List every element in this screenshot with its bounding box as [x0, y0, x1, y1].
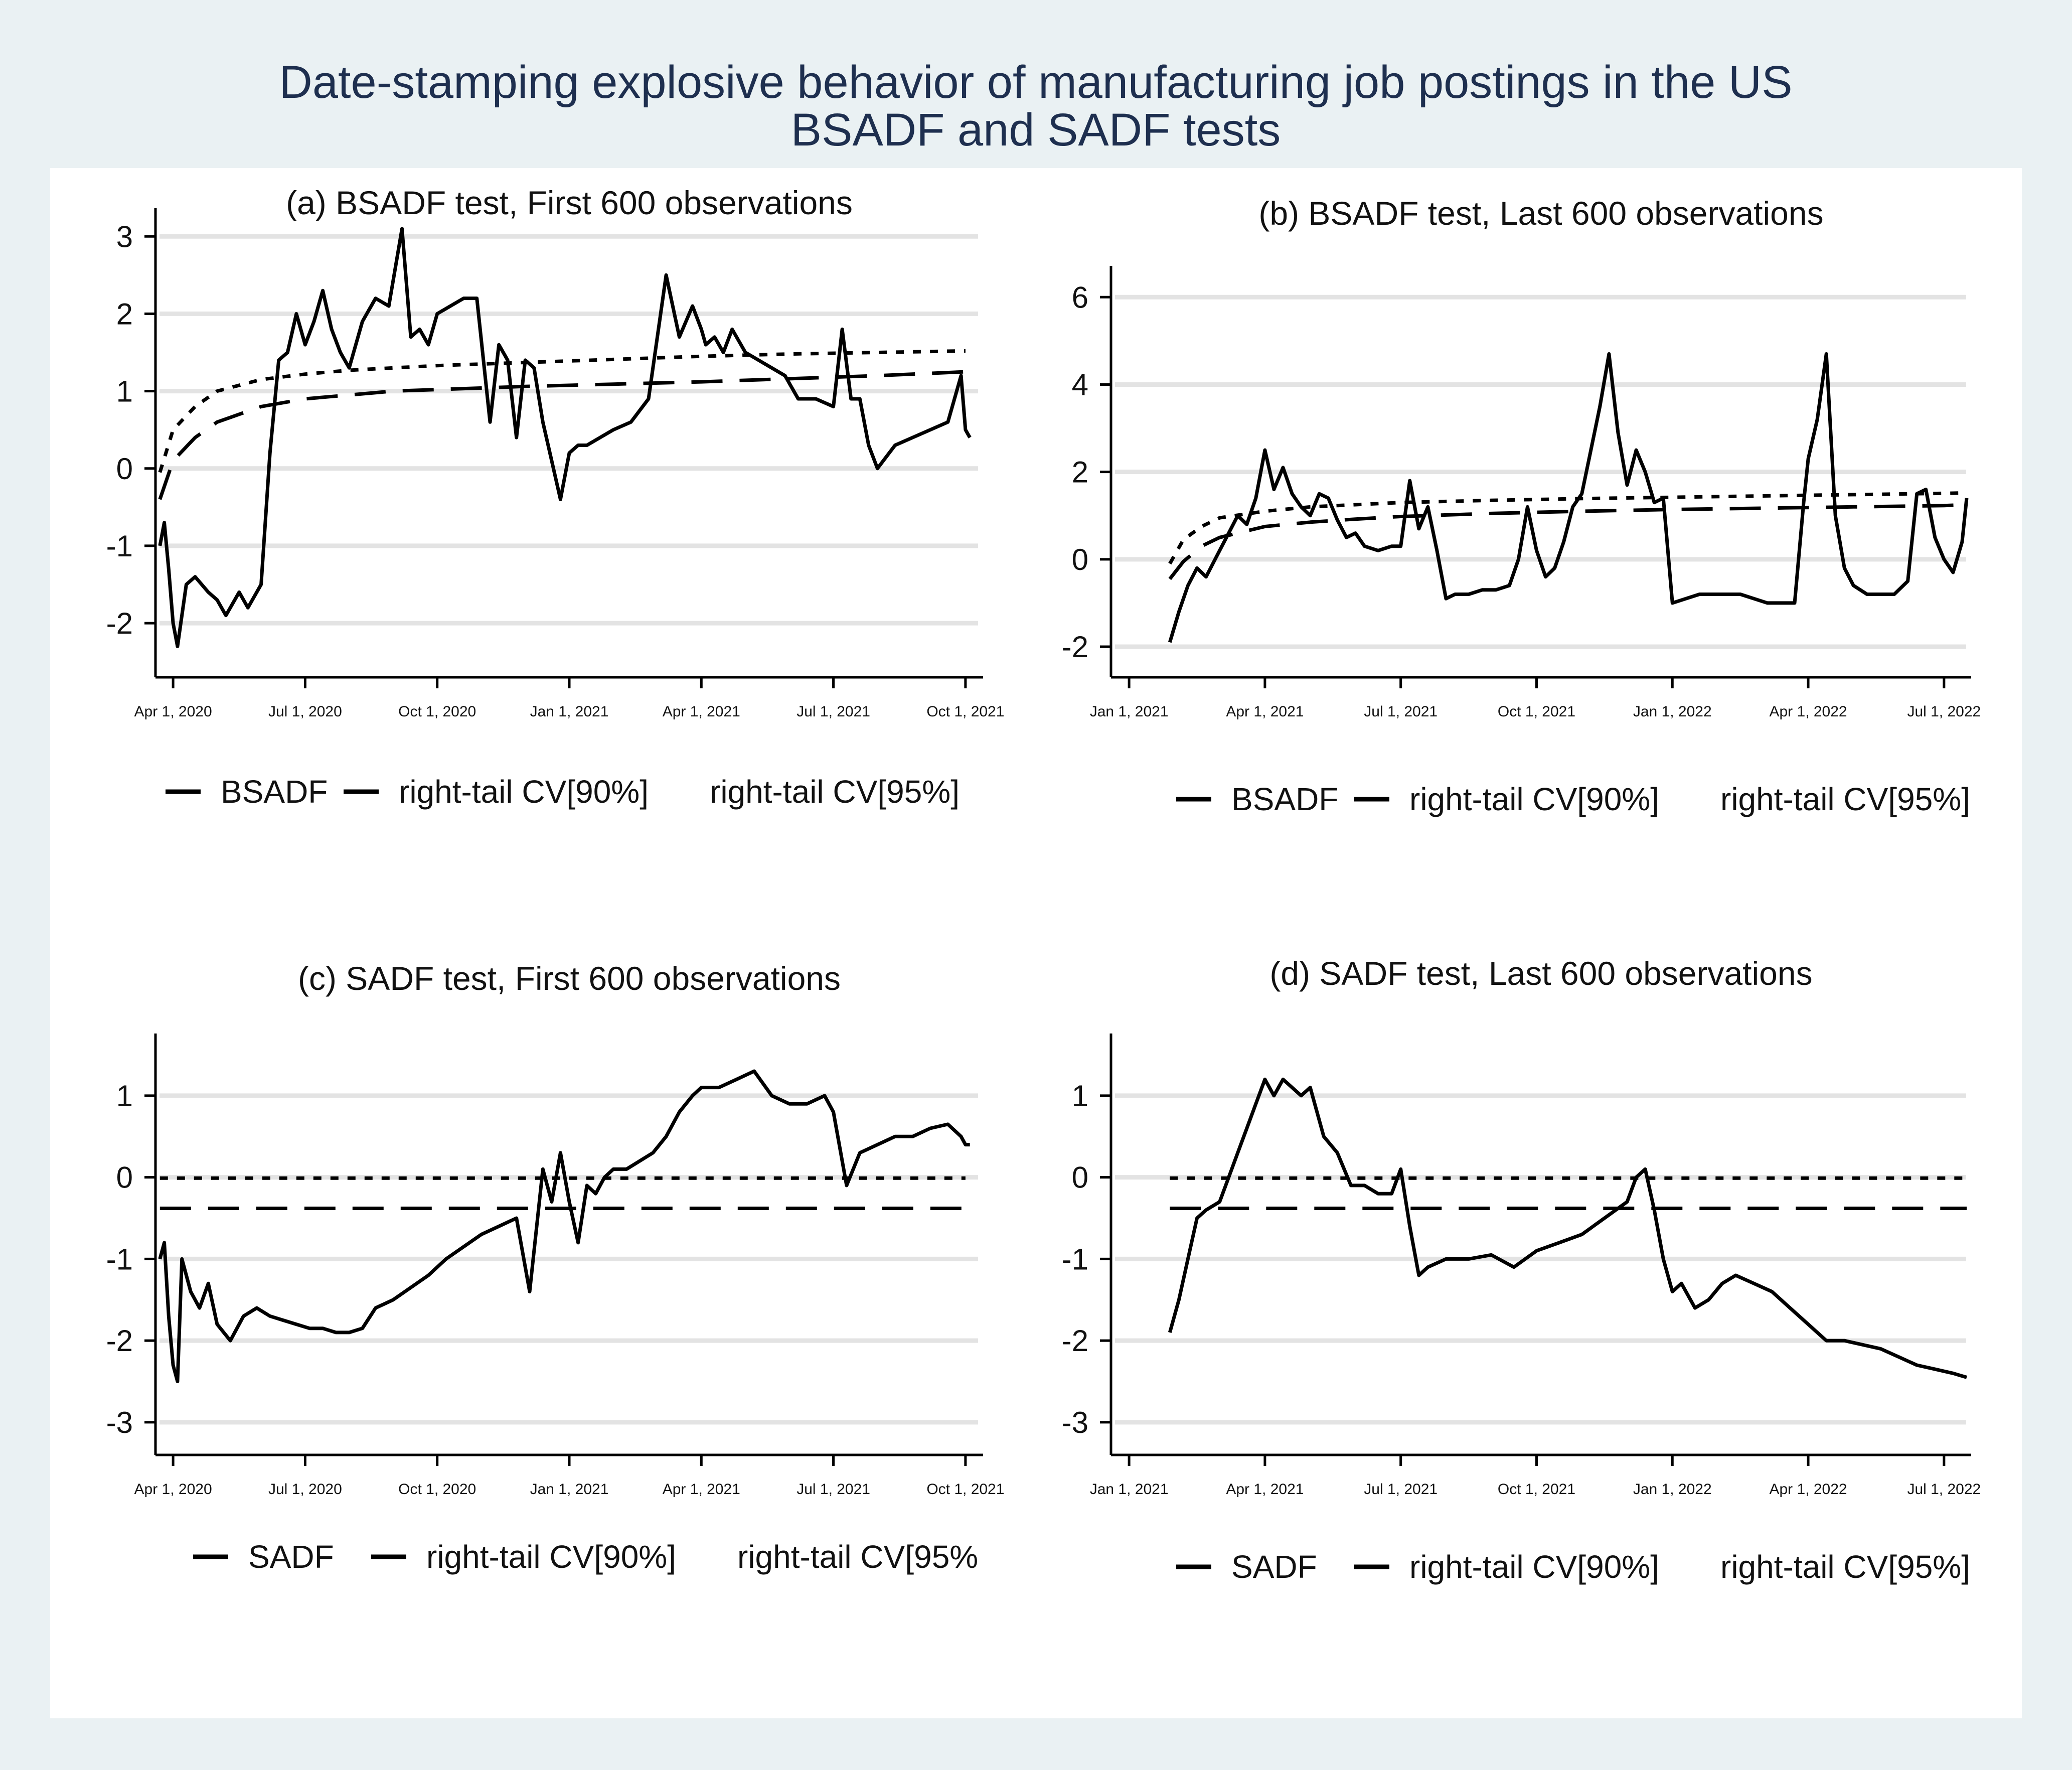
panel-title: (a) BSADF test, First 600 observations — [286, 184, 853, 221]
figure-title-line2: BSADF and SADF tests — [791, 104, 1281, 156]
legend-label: right-tail CV[95%] — [710, 774, 960, 810]
x-tick-label: Jan 1, 2022 — [1633, 1481, 1712, 1498]
y-tick-label: -2 — [106, 1324, 133, 1358]
y-tick-label: -1 — [106, 1242, 133, 1276]
x-tick-label: Oct 1, 2021 — [1498, 1481, 1575, 1498]
x-tick-label: Oct 1, 2021 — [1498, 703, 1575, 720]
x-tick-label: Jan 1, 2021 — [1090, 1481, 1169, 1498]
x-tick-label: Apr 1, 2022 — [1769, 703, 1847, 720]
x-tick-label: Jul 1, 2021 — [1364, 703, 1438, 720]
panel-b: (b) BSADF test, Last 600 observations -2 0… — [1062, 195, 1981, 817]
x-tick-label: Oct 1, 2021 — [926, 1481, 1004, 1498]
panel-c: (c) SADF test, First 600 observations -3 -… — [106, 960, 1005, 1575]
x-tick-label: Jul 1, 2022 — [1907, 703, 1981, 720]
legend: SADF right-tail CV[90%] right-tail CV[95% — [193, 1539, 978, 1575]
x-tick-label: Jul 1, 2020 — [268, 1481, 342, 1498]
x-tick-label: Apr 1, 2021 — [1226, 1481, 1304, 1498]
series-line-sadf — [1168, 1077, 1968, 1379]
x-tick-label: Jul 1, 2022 — [1907, 1481, 1981, 1498]
panel-title: (b) BSADF test, Last 600 observations — [1258, 195, 1823, 232]
x-tick-label: Apr 1, 2021 — [663, 1481, 740, 1498]
x-tick-label: Apr 1, 2022 — [1769, 1481, 1847, 1498]
legend-label: right-tail CV[95%] — [1720, 781, 1970, 817]
y-tick-label: 2 — [116, 297, 133, 331]
x-tick-label: Jul 1, 2021 — [796, 1481, 870, 1498]
y-tick-label: 1 — [116, 375, 133, 408]
x-tick-label: Jul 1, 2020 — [268, 703, 342, 720]
y-tick-label: -3 — [106, 1406, 133, 1439]
x-tick-label: Apr 1, 2020 — [134, 1481, 212, 1498]
series-line-right-tail-cv-90 — [158, 370, 966, 500]
series-line-sadf — [158, 1069, 970, 1383]
y-tick-label: 1 — [1072, 1079, 1088, 1113]
y-tick-label: 0 — [1072, 543, 1088, 576]
y-tick-label: 1 — [116, 1079, 133, 1113]
y-tick-label: 0 — [116, 1161, 133, 1195]
chart-panels: (a) BSADF test, First 600 observations -2… — [106, 184, 1981, 1585]
x-tick-label: Oct 1, 2021 — [926, 703, 1004, 720]
y-tick-label: -3 — [1062, 1406, 1088, 1439]
panel-title: (d) SADF test, Last 600 observations — [1269, 955, 1812, 992]
legend-label: right-tail CV[90%] — [1409, 1549, 1659, 1585]
legend: SADF right-tail CV[90%] right-tail CV[95%] — [1176, 1549, 1970, 1585]
y-tick-label: 4 — [1072, 368, 1088, 401]
figure-title-line1: Date-stamping explosive behavior of manu… — [279, 57, 1792, 108]
y-tick-label: 0 — [116, 452, 133, 486]
legend-label: right-tail CV[90%] — [1409, 781, 1659, 817]
legend: BSADF right-tail CV[90%] right-tail CV[95%… — [1176, 781, 1970, 817]
y-tick-label: -1 — [106, 529, 133, 563]
series-line-right-tail-cv-95 — [158, 349, 966, 473]
y-tick-label: -2 — [106, 607, 133, 640]
series-line-right-tail-cv-95 — [1168, 491, 1967, 565]
y-tick-label: 3 — [116, 220, 133, 253]
y-tick-label: 6 — [1072, 280, 1088, 314]
legend-label: BSADF — [221, 774, 328, 810]
x-tick-label: Jan 1, 2021 — [1090, 703, 1169, 720]
y-tick-label: 0 — [1072, 1161, 1088, 1195]
x-tick-label: Jul 1, 2021 — [1364, 1481, 1438, 1498]
y-tick-label: -2 — [1062, 1324, 1088, 1358]
x-tick-label: Jan 1, 2021 — [530, 703, 609, 720]
x-tick-label: Apr 1, 2021 — [663, 703, 740, 720]
legend-label: SADF — [1231, 1549, 1317, 1585]
y-tick-label: -2 — [1062, 630, 1088, 664]
legend-label: SADF — [248, 1539, 334, 1575]
legend-label: right-tail CV[95%] — [1720, 1549, 1970, 1585]
legend-label: right-tail CV[90%] — [426, 1539, 676, 1575]
series-line-right-tail-cv-90 — [1168, 503, 1967, 580]
x-tick-label: Jan 1, 2022 — [1633, 703, 1712, 720]
legend-label: right-tail CV[90%] — [399, 774, 649, 810]
x-tick-label: Oct 1, 2020 — [398, 1481, 476, 1498]
x-tick-label: Oct 1, 2020 — [398, 703, 476, 720]
series-line-bsadf — [158, 227, 972, 648]
x-tick-label: Apr 1, 2021 — [1226, 703, 1304, 720]
panel-d: (d) SADF test, Last 600 observations -3 -2… — [1062, 955, 1981, 1585]
plot-region-background — [50, 168, 2022, 1718]
legend: BSADF right-tail CV[90%] right-tail CV[95%… — [166, 774, 960, 810]
x-tick-label: Apr 1, 2020 — [134, 703, 212, 720]
legend-label: right-tail CV[95% — [737, 1539, 978, 1575]
legend-label: BSADF — [1231, 781, 1338, 817]
panel-title: (c) SADF test, First 600 observations — [298, 960, 841, 997]
panel-a: (a) BSADF test, First 600 observations -2… — [106, 184, 1005, 810]
y-tick-label: -1 — [1062, 1242, 1088, 1276]
y-tick-label: 2 — [1072, 456, 1088, 489]
x-tick-label: Jan 1, 2021 — [530, 1481, 609, 1498]
series-line-bsadf — [1168, 352, 1969, 643]
x-tick-label: Jul 1, 2021 — [796, 703, 870, 720]
